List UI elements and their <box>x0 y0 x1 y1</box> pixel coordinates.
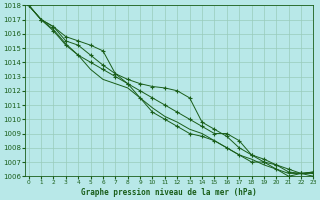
X-axis label: Graphe pression niveau de la mer (hPa): Graphe pression niveau de la mer (hPa) <box>81 188 257 197</box>
